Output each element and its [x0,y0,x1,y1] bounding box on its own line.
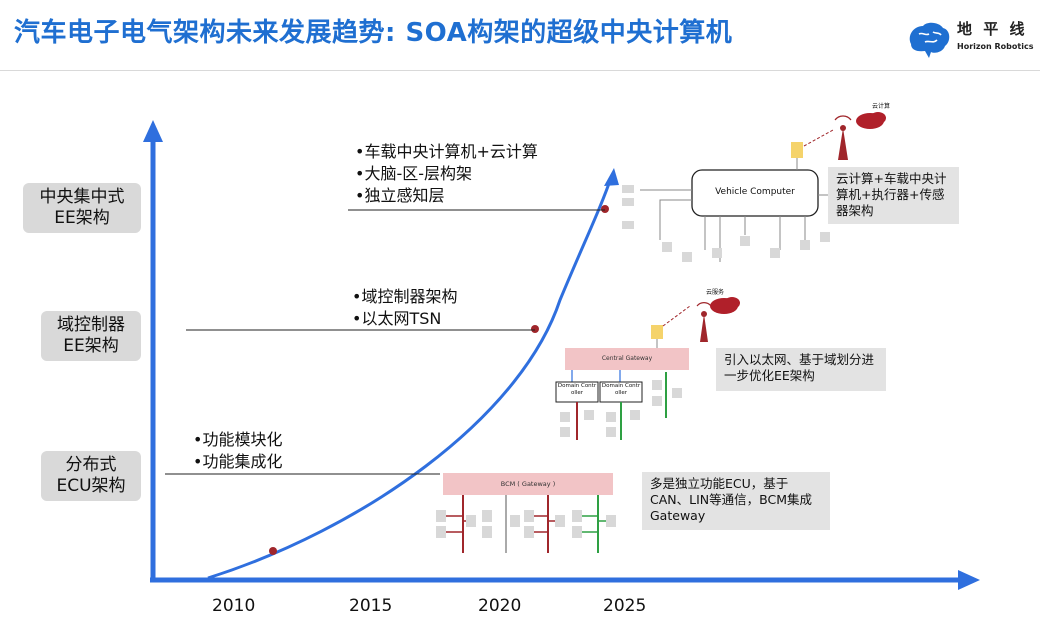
domain-controller-label: Domain Controller [601,383,641,396]
ecu-node [524,510,534,522]
ecu-node [524,526,534,538]
level-domain-line1: 域控制器 [57,315,125,335]
antenna-icon [838,128,848,160]
vehicle-computer-label: Vehicle Computer [715,187,795,197]
year-label: 2025 [603,596,647,616]
actuator-node [682,252,692,262]
wireless-link [662,305,691,327]
ecu-node [652,380,662,390]
domain-bullets: •域控制器架构 •以太网TSN [352,286,457,330]
domain-controller-label: Domain Controller [557,383,597,396]
actuator-node [770,248,780,258]
x-axis-arrowhead [958,570,980,590]
bcm-gateway-box [443,473,613,495]
ecu-node [672,388,682,398]
distributed-bullets: •功能模块化 •功能集成化 [193,429,282,473]
ecu-node [606,427,616,437]
level-distributed-line1: 分布式 [65,455,117,475]
level-domain: 域控制器 EE架构 [41,311,141,361]
central-bullets: •车载中央计算机+云计算 •大脑-区-层构架 •独立感知层 [355,141,538,207]
brain-logo-icon [909,22,950,59]
actuator-node [800,240,810,250]
ecu-node [510,515,520,527]
ecu-node [572,510,582,522]
y-axis-arrowhead [143,120,163,142]
sensor-node [622,185,634,193]
level-central-line2: EE架构 [54,208,110,228]
antenna-icon [700,314,708,342]
domain-controller-diagram [555,297,740,440]
level-central: 中央集中式 EE架构 [23,183,141,233]
ecu-node [436,526,446,538]
ecu-node [630,410,640,420]
ecu-node [572,526,582,538]
ecu-node [606,515,616,527]
ecu-node [466,515,476,527]
telematics-box [791,142,803,158]
cloud-computing-label: 云计算 [872,103,891,110]
year-label: 2020 [478,596,522,616]
domain-note: 引入以太网、基于域划分进一步优化EE架构 [716,348,886,391]
ecu-node [606,412,616,422]
level-domain-line2: EE架构 [63,336,119,356]
telematics-box [651,325,663,339]
ecu-node [652,396,662,406]
wireless-link [803,129,834,147]
bullet-item: •独立感知层 [355,186,445,205]
cloud-service-label: 云服务 [706,289,725,296]
page-title: 汽车电子电气架构未来发展趋势: SOA构架的超级中央计算机 [14,18,733,48]
ecu-node [555,515,565,527]
level-central-line1: 中央集中式 [39,187,125,207]
distributed-note: 多是独立功能ECU，基于CAN、LIN等通信，BCM集成Gateway [642,472,830,530]
bullet-item: •车载中央计算机+云计算 [355,142,538,161]
central-note: 云计算+车载中央计算机+执行器+传感器架构 [828,167,959,224]
ecu-node [436,510,446,522]
title-divider [0,70,1040,71]
bullet-item: •功能模块化 [193,430,283,449]
bullet-item: •域控制器架构 [352,287,458,306]
bullet-item: •以太网TSN [352,309,442,328]
actuator-node [740,236,750,246]
axes [143,120,980,590]
growth-curve [207,174,614,580]
vehicle-computer-box [691,169,819,217]
year-label: 2010 [212,596,256,616]
milestone-marker-distributed [269,547,277,555]
milestone-marker-domain [531,325,539,333]
actuator-node [662,242,672,252]
actuator-node [712,248,722,258]
actuator-node [820,232,830,242]
ecu-node [482,526,492,538]
growth-curve-arrowhead [604,168,619,186]
year-label: 2015 [349,596,393,616]
sensor-node [622,198,634,206]
level-distributed-line2: ECU架构 [56,476,126,496]
sensor-node [622,221,634,229]
distributed-ecu-diagram [436,473,616,553]
bullet-item: •大脑-区-层构架 [355,164,472,183]
bullet-item: •功能集成化 [193,452,283,471]
horizon-logo: 地 平 线 Horizon Robotics [905,18,1035,62]
ecu-node [560,427,570,437]
central-gateway-box [565,348,689,370]
central-gateway-label: Central Gateway [601,355,653,362]
ecu-node [482,510,492,522]
ecu-node [560,412,570,422]
central-computing-diagram [622,112,886,262]
logo-english: Horizon Robotics [957,42,1034,51]
milestone-marker-central [601,205,609,213]
logo-chinese: 地 平 线 [957,20,1028,38]
bcm-gateway-label: BCM ( Gateway ) [500,480,556,488]
level-distributed: 分布式 ECU架构 [41,451,141,501]
ecu-node [584,410,594,420]
